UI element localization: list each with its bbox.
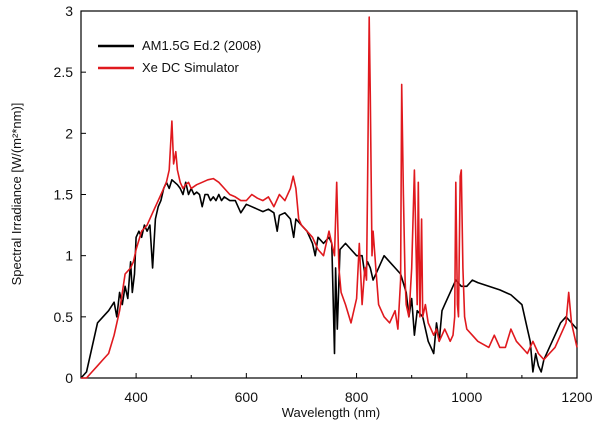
y-axis: 0 0.5 1 1.5 2 2.5 3 xyxy=(54,3,86,386)
y-tick-label: 2 xyxy=(65,125,73,141)
y-tick-label: 0.5 xyxy=(54,309,74,325)
legend-label-xe-simulator: Xe DC Simulator xyxy=(142,60,239,75)
y-tick-label: 1 xyxy=(65,248,73,264)
y-tick-label: 2.5 xyxy=(54,64,74,80)
legend-label-am15g: AM1.5G Ed.2 (2008) xyxy=(142,38,261,53)
x-axis-label: Wavelength (nm) xyxy=(282,405,381,420)
x-tick-label: 600 xyxy=(235,389,259,405)
xe-simulator-series-line xyxy=(81,16,578,379)
x-tick-label: 400 xyxy=(124,389,148,405)
legend: AM1.5G Ed.2 (2008) Xe DC Simulator xyxy=(98,38,261,75)
am15g-series-line xyxy=(80,179,578,379)
y-tick-label: 1.5 xyxy=(54,187,74,203)
series-layer xyxy=(80,16,578,379)
x-axis: 400 600 800 1000 1200 xyxy=(80,373,593,405)
x-tick-label: 1000 xyxy=(451,389,482,405)
y-tick-label: 0 xyxy=(65,370,73,386)
y-axis-label: Spectral Irradiance [W/(m²*nm)] xyxy=(9,103,24,286)
x-tick-label: 1200 xyxy=(561,389,592,405)
x-tick-label: 800 xyxy=(345,389,369,405)
y-tick-label: 3 xyxy=(65,3,73,19)
